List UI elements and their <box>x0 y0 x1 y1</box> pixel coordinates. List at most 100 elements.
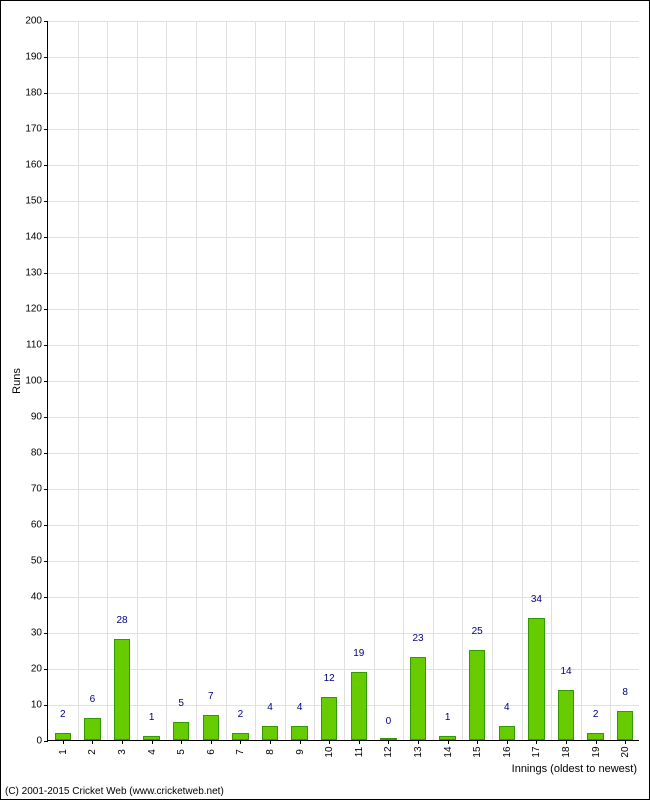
ytick-label: 0 <box>36 736 48 747</box>
vgrid-line <box>78 21 79 740</box>
bar <box>499 726 515 740</box>
xtick-mark <box>566 740 567 744</box>
bar-value-label: 0 <box>386 716 392 727</box>
bar-value-label: 25 <box>472 626 483 637</box>
xtick-label: 16 <box>502 746 513 757</box>
vgrid-line <box>166 21 167 740</box>
xtick-mark <box>359 740 360 744</box>
ytick-label: 90 <box>31 412 48 423</box>
xtick-mark <box>625 740 626 744</box>
y-axis-title: Runs <box>11 368 23 394</box>
bar <box>351 672 367 740</box>
bar-value-label: 34 <box>531 594 542 605</box>
bar-value-label: 23 <box>412 633 423 644</box>
ytick-label: 30 <box>31 628 48 639</box>
bar <box>203 715 219 740</box>
xtick-label: 18 <box>561 746 572 757</box>
vgrid-line <box>344 21 345 740</box>
ytick-label: 180 <box>25 88 48 99</box>
xtick-mark <box>329 740 330 744</box>
bar-value-label: 1 <box>149 712 155 723</box>
bar-value-label: 14 <box>560 666 571 677</box>
bar-value-label: 4 <box>267 702 273 713</box>
ytick-label: 70 <box>31 484 48 495</box>
ytick-label: 200 <box>25 16 48 27</box>
xtick-mark <box>477 740 478 744</box>
xtick-label: 13 <box>413 746 424 757</box>
xtick-label: 10 <box>324 746 335 757</box>
xtick-mark <box>152 740 153 744</box>
bar-value-label: 2 <box>60 709 66 720</box>
bar <box>469 650 485 740</box>
ytick-label: 60 <box>31 520 48 531</box>
bar <box>262 726 278 740</box>
ytick-label: 20 <box>31 664 48 675</box>
bar-value-label: 1 <box>445 712 451 723</box>
ytick-label: 120 <box>25 304 48 315</box>
plot-area: 0102030405060708090100110120130140150160… <box>47 21 639 741</box>
bar <box>114 639 130 740</box>
bar <box>617 711 633 740</box>
ytick-label: 190 <box>25 52 48 63</box>
xtick-label: 20 <box>620 746 631 757</box>
bar-value-label: 6 <box>90 694 96 705</box>
vgrid-line <box>522 21 523 740</box>
ytick-label: 170 <box>25 124 48 135</box>
bar-value-label: 2 <box>593 709 599 720</box>
xtick-mark <box>211 740 212 744</box>
ytick-label: 160 <box>25 160 48 171</box>
xtick-label: 11 <box>354 747 365 757</box>
ytick-label: 140 <box>25 232 48 243</box>
bar-value-label: 28 <box>116 615 127 626</box>
xtick-mark <box>270 740 271 744</box>
bar-value-label: 12 <box>324 673 335 684</box>
xtick-label: 2 <box>87 749 98 755</box>
vgrid-line <box>492 21 493 740</box>
xtick-label: 1 <box>58 749 69 755</box>
bar <box>587 733 603 740</box>
ytick-label: 150 <box>25 196 48 207</box>
xtick-mark <box>181 740 182 744</box>
bar <box>528 618 544 740</box>
vgrid-line <box>551 21 552 740</box>
vgrid-line <box>226 21 227 740</box>
xtick-mark <box>240 740 241 744</box>
xtick-label: 19 <box>591 746 602 757</box>
xtick-label: 5 <box>176 749 187 755</box>
xtick-label: 14 <box>443 746 454 757</box>
bar-value-label: 2 <box>238 709 244 720</box>
xtick-label: 15 <box>472 746 483 757</box>
chart-frame: 0102030405060708090100110120130140150160… <box>0 0 650 800</box>
xtick-mark <box>300 740 301 744</box>
xtick-label: 6 <box>206 749 217 755</box>
xtick-label: 4 <box>147 749 158 755</box>
xtick-label: 9 <box>295 749 306 755</box>
bar <box>55 733 71 740</box>
vgrid-line <box>196 21 197 740</box>
vgrid-line <box>433 21 434 740</box>
xtick-mark <box>448 740 449 744</box>
bar <box>173 722 189 740</box>
xtick-mark <box>418 740 419 744</box>
xtick-label: 3 <box>117 749 128 755</box>
vgrid-line <box>285 21 286 740</box>
ytick-label: 40 <box>31 592 48 603</box>
ytick-label: 130 <box>25 268 48 279</box>
xtick-mark <box>507 740 508 744</box>
xtick-label: 17 <box>531 746 542 757</box>
ytick-label: 100 <box>25 376 48 387</box>
bar-value-label: 4 <box>504 702 510 713</box>
xtick-mark <box>536 740 537 744</box>
ytick-label: 110 <box>26 340 48 351</box>
vgrid-line <box>314 21 315 740</box>
copyright-text: (C) 2001-2015 Cricket Web (www.cricketwe… <box>5 786 224 797</box>
bar-value-label: 7 <box>208 691 214 702</box>
vgrid-line <box>462 21 463 740</box>
xtick-mark <box>388 740 389 744</box>
xtick-label: 12 <box>383 746 394 757</box>
bar <box>558 690 574 740</box>
vgrid-line <box>581 21 582 740</box>
xtick-mark <box>92 740 93 744</box>
xtick-mark <box>122 740 123 744</box>
vgrid-line <box>107 21 108 740</box>
